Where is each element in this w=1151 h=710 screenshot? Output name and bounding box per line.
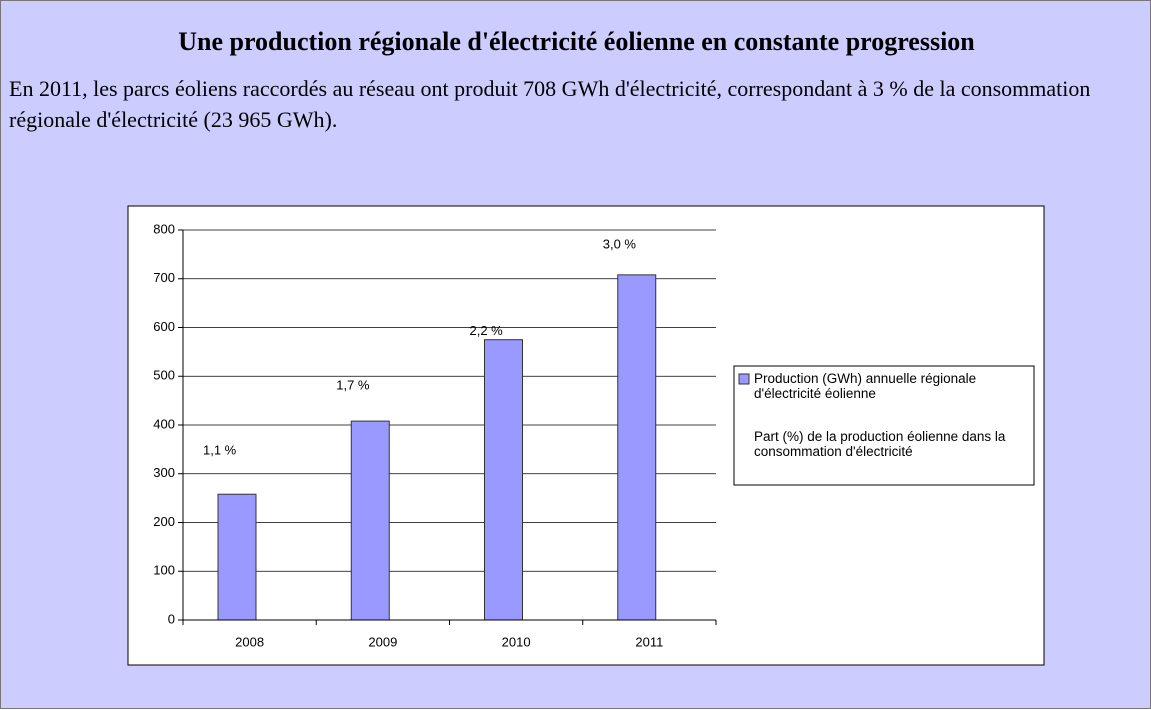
data-label: 1,7 % [336,377,370,392]
x-tick-label: 2010 [502,634,531,649]
y-tick-label: 300 [153,465,175,480]
data-label: 2,2 % [470,323,504,338]
legend-label: Part (%) de la production éolienne dans … [754,429,1006,459]
y-tick-label: 200 [153,514,175,529]
legend-box [733,365,1035,486]
y-tick-label: 800 [153,221,175,236]
title: Une production régionale d'électricité é… [178,27,975,56]
legend-label: Production (GWh) annuelle régionale d'él… [754,371,977,401]
x-tick-label: 2009 [368,634,397,649]
paragraph: En 2011, les parcs éoliens raccordés au … [9,76,1091,132]
data-label: 1,1 % [203,442,237,457]
x-tick-label: 2011 [635,634,663,649]
y-tick-label: 600 [153,319,175,334]
y-tick-label: 100 [153,563,175,578]
bar [617,274,657,621]
x-tick-label: 2008 [235,634,264,649]
bar [350,420,390,621]
legend-swatch [738,373,750,385]
y-tick-label: 700 [153,270,175,285]
data-label: 3,0 % [603,236,637,251]
y-tick-label: 0 [168,611,175,626]
bar [217,493,257,621]
y-tick-label: 400 [153,416,175,431]
y-tick-label: 500 [153,368,175,383]
bar [484,339,523,621]
